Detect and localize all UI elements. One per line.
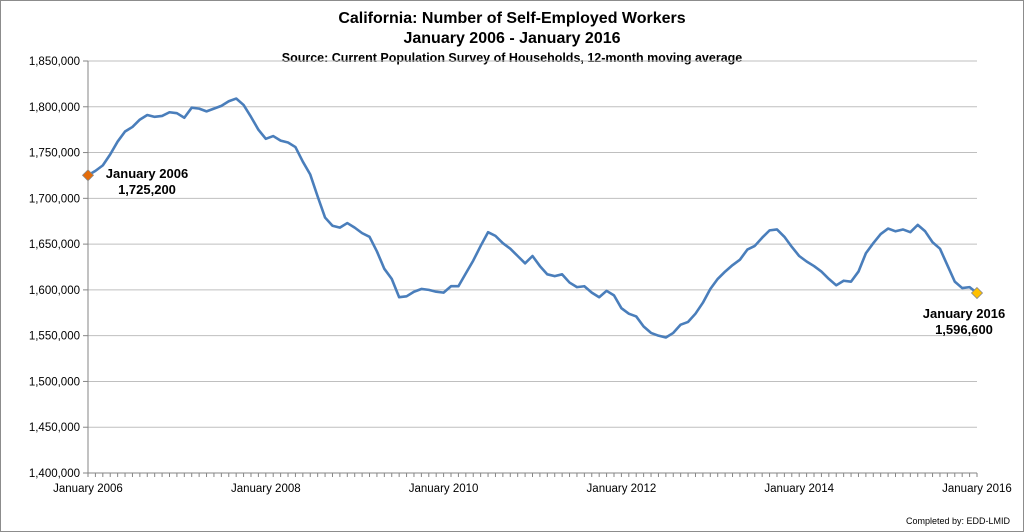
x-tick-label: January 2016 [942,483,1012,495]
end-annotation-label: January 2016 [923,306,1005,321]
start-point-marker [81,169,95,182]
chart-title: California: Number of Self-Employed Work… [338,10,686,27]
start-annotation-label: January 2006 [106,166,188,181]
y-tick-label: 1,600,000 [29,285,80,297]
chart-subtitle: January 2006 - January 2016 [403,30,621,47]
x-tick-label: January 2010 [409,483,479,495]
y-tick-label: 1,750,000 [29,148,80,160]
start-annotation-value: 1,725,200 [118,182,176,197]
y-tick-label: 1,550,000 [29,331,80,343]
y-tick-label: 1,450,000 [29,422,80,434]
x-tick-label: January 2006 [53,483,123,495]
y-tick-label: 1,500,000 [29,376,80,388]
end-annotation-value: 1,596,600 [935,322,993,337]
end-point-marker [970,286,984,300]
x-tick-label: January 2012 [587,483,657,495]
x-tick-label: January 2014 [764,483,834,495]
x-tick-label: January 2008 [231,483,301,495]
y-tick-label: 1,400,000 [29,468,80,480]
y-tick-label: 1,800,000 [29,102,80,114]
y-tick-label: 1,700,000 [29,193,80,205]
credit-text: Completed by: EDD-LMID [905,516,1010,526]
y-tick-label: 1,650,000 [29,239,80,251]
series-line [86,97,979,339]
y-tick-label: 1,850,000 [29,56,80,68]
